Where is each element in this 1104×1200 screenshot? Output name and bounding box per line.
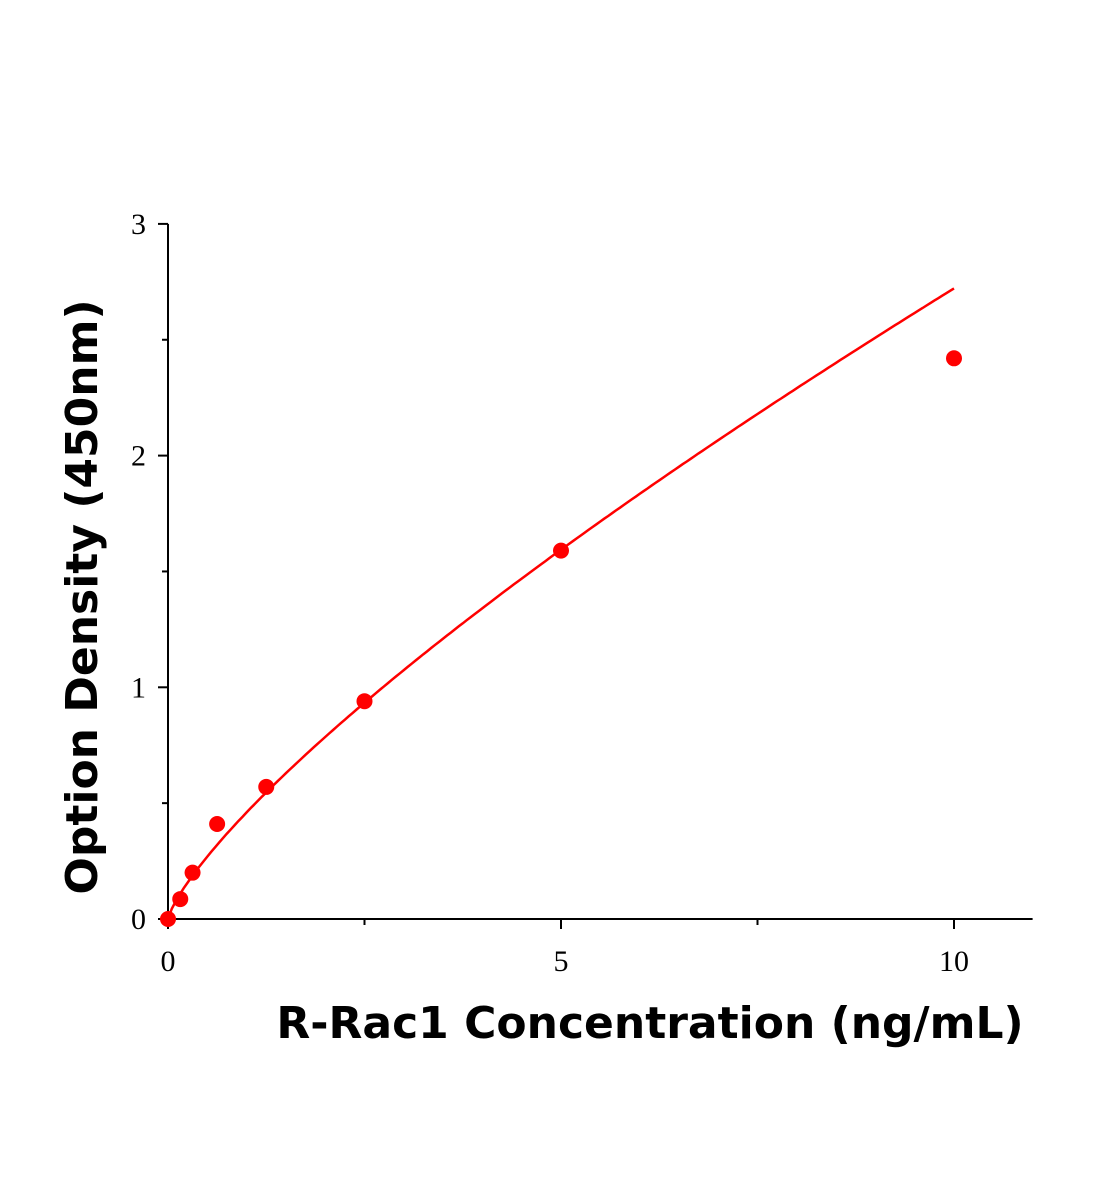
data-point: [160, 911, 176, 927]
y-axis-label: Option Density (450nm): [57, 299, 108, 894]
x-tick-label: 0: [161, 945, 176, 978]
y-tick-label: 2: [131, 440, 146, 473]
y-tick-label: 1: [131, 671, 146, 704]
x-axis-label: R-Rac1 Concentration (ng/mL): [276, 998, 1023, 1049]
data-point: [553, 542, 569, 559]
data-point: [946, 350, 962, 367]
y-tick-label: 3: [131, 208, 146, 241]
fit-curve-group: [166, 287, 955, 920]
x-tick-label: 10: [939, 945, 969, 978]
data-point: [172, 891, 189, 908]
data-points: [160, 350, 962, 927]
data-point: [209, 816, 226, 833]
fit-curve: [166, 287, 955, 920]
data-point: [356, 693, 373, 710]
y-tick-label: 0: [131, 903, 146, 936]
x-tick-label: 5: [554, 945, 569, 978]
data-point: [184, 864, 201, 881]
axes: 0 5 10 0 1 2 3: [131, 208, 1033, 978]
data-point: [258, 778, 275, 795]
